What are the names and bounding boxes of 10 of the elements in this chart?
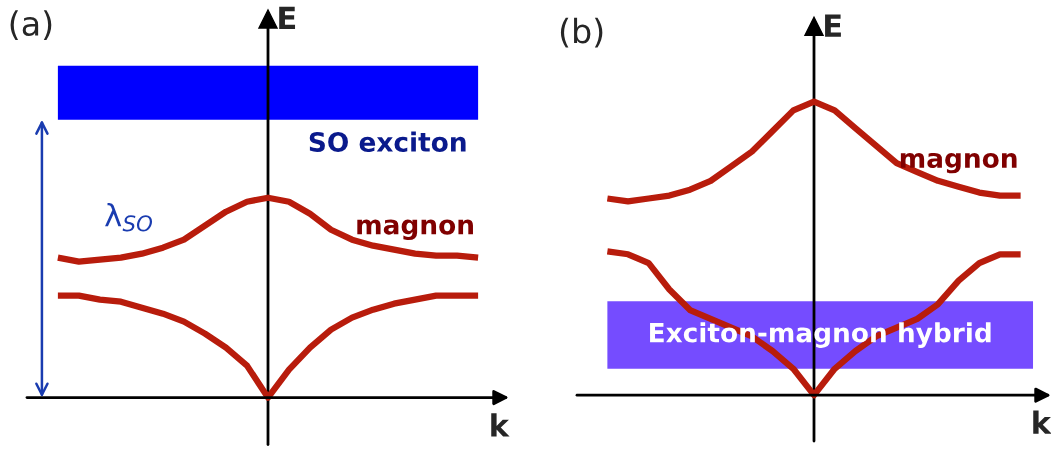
series-label: magnon (357, 219, 473, 240)
chart-title: (b) (560, 17, 603, 48)
y-axis-title: E (825, 14, 841, 37)
chart-title: (a) (10, 10, 52, 40)
x-axis-title: k (491, 413, 510, 437)
band-label: SO exciton (309, 131, 466, 152)
annotation: λ$_{SO}$ (105, 202, 153, 232)
y-axis-title: E (279, 6, 296, 30)
series-label: magnon (900, 152, 1017, 174)
x-axis-title: k (1033, 410, 1051, 434)
